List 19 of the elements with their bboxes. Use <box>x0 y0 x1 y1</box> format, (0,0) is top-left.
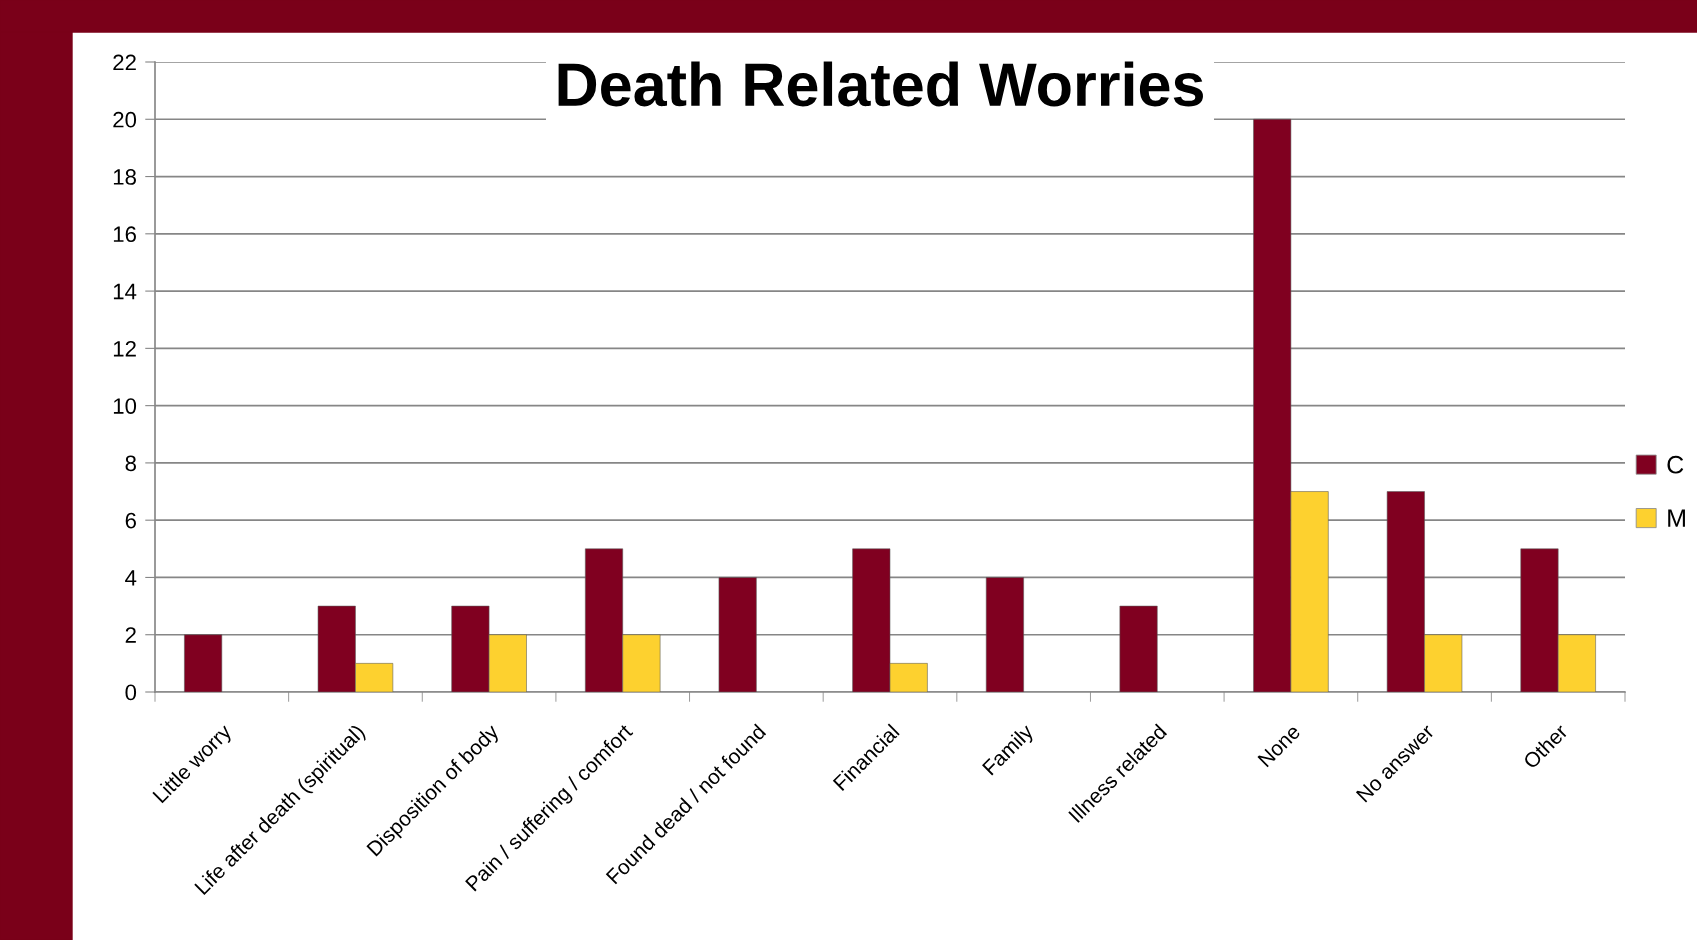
y-tick-label: 16 <box>113 226 136 243</box>
y-tick-label: 22 <box>113 54 136 71</box>
y-tick-label: 18 <box>113 169 136 185</box>
bar <box>985 577 1024 692</box>
y-tick-label: 2 <box>125 627 136 643</box>
bar <box>718 577 757 692</box>
y-tick-label: 4 <box>125 570 137 586</box>
y-tick-label: 6 <box>125 512 136 529</box>
legend-label: M <box>1668 509 1685 527</box>
y-tick-label: 0 <box>125 684 137 701</box>
y-tick-label: 12 <box>113 340 136 357</box>
bar <box>184 634 223 692</box>
y-tick-label: 8 <box>125 455 136 472</box>
y-tick-label: 14 <box>113 283 137 300</box>
bar <box>1119 605 1158 692</box>
chart-title: Death Related Worries <box>558 61 1203 107</box>
y-tick-label: 10 <box>113 398 137 414</box>
y-tick-label: 20 <box>113 111 137 128</box>
legend-label: C <box>1667 455 1684 474</box>
